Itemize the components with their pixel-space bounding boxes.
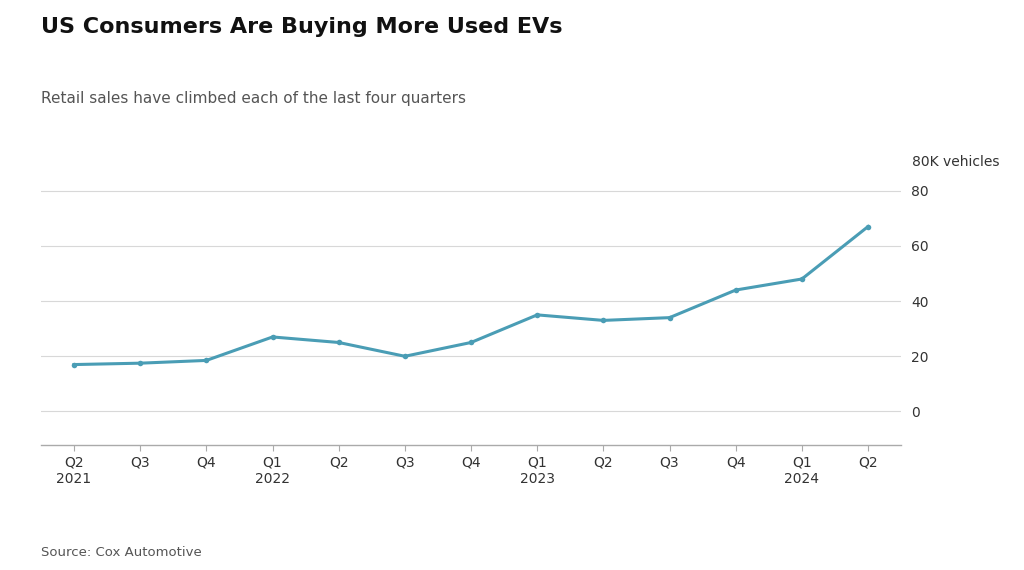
Text: US Consumers Are Buying More Used EVs: US Consumers Are Buying More Used EVs <box>41 17 562 37</box>
Text: Retail sales have climbed each of the last four quarters: Retail sales have climbed each of the la… <box>41 91 466 106</box>
Text: Source: Cox Automotive: Source: Cox Automotive <box>41 545 202 559</box>
Text: 80K vehicles: 80K vehicles <box>912 154 999 169</box>
